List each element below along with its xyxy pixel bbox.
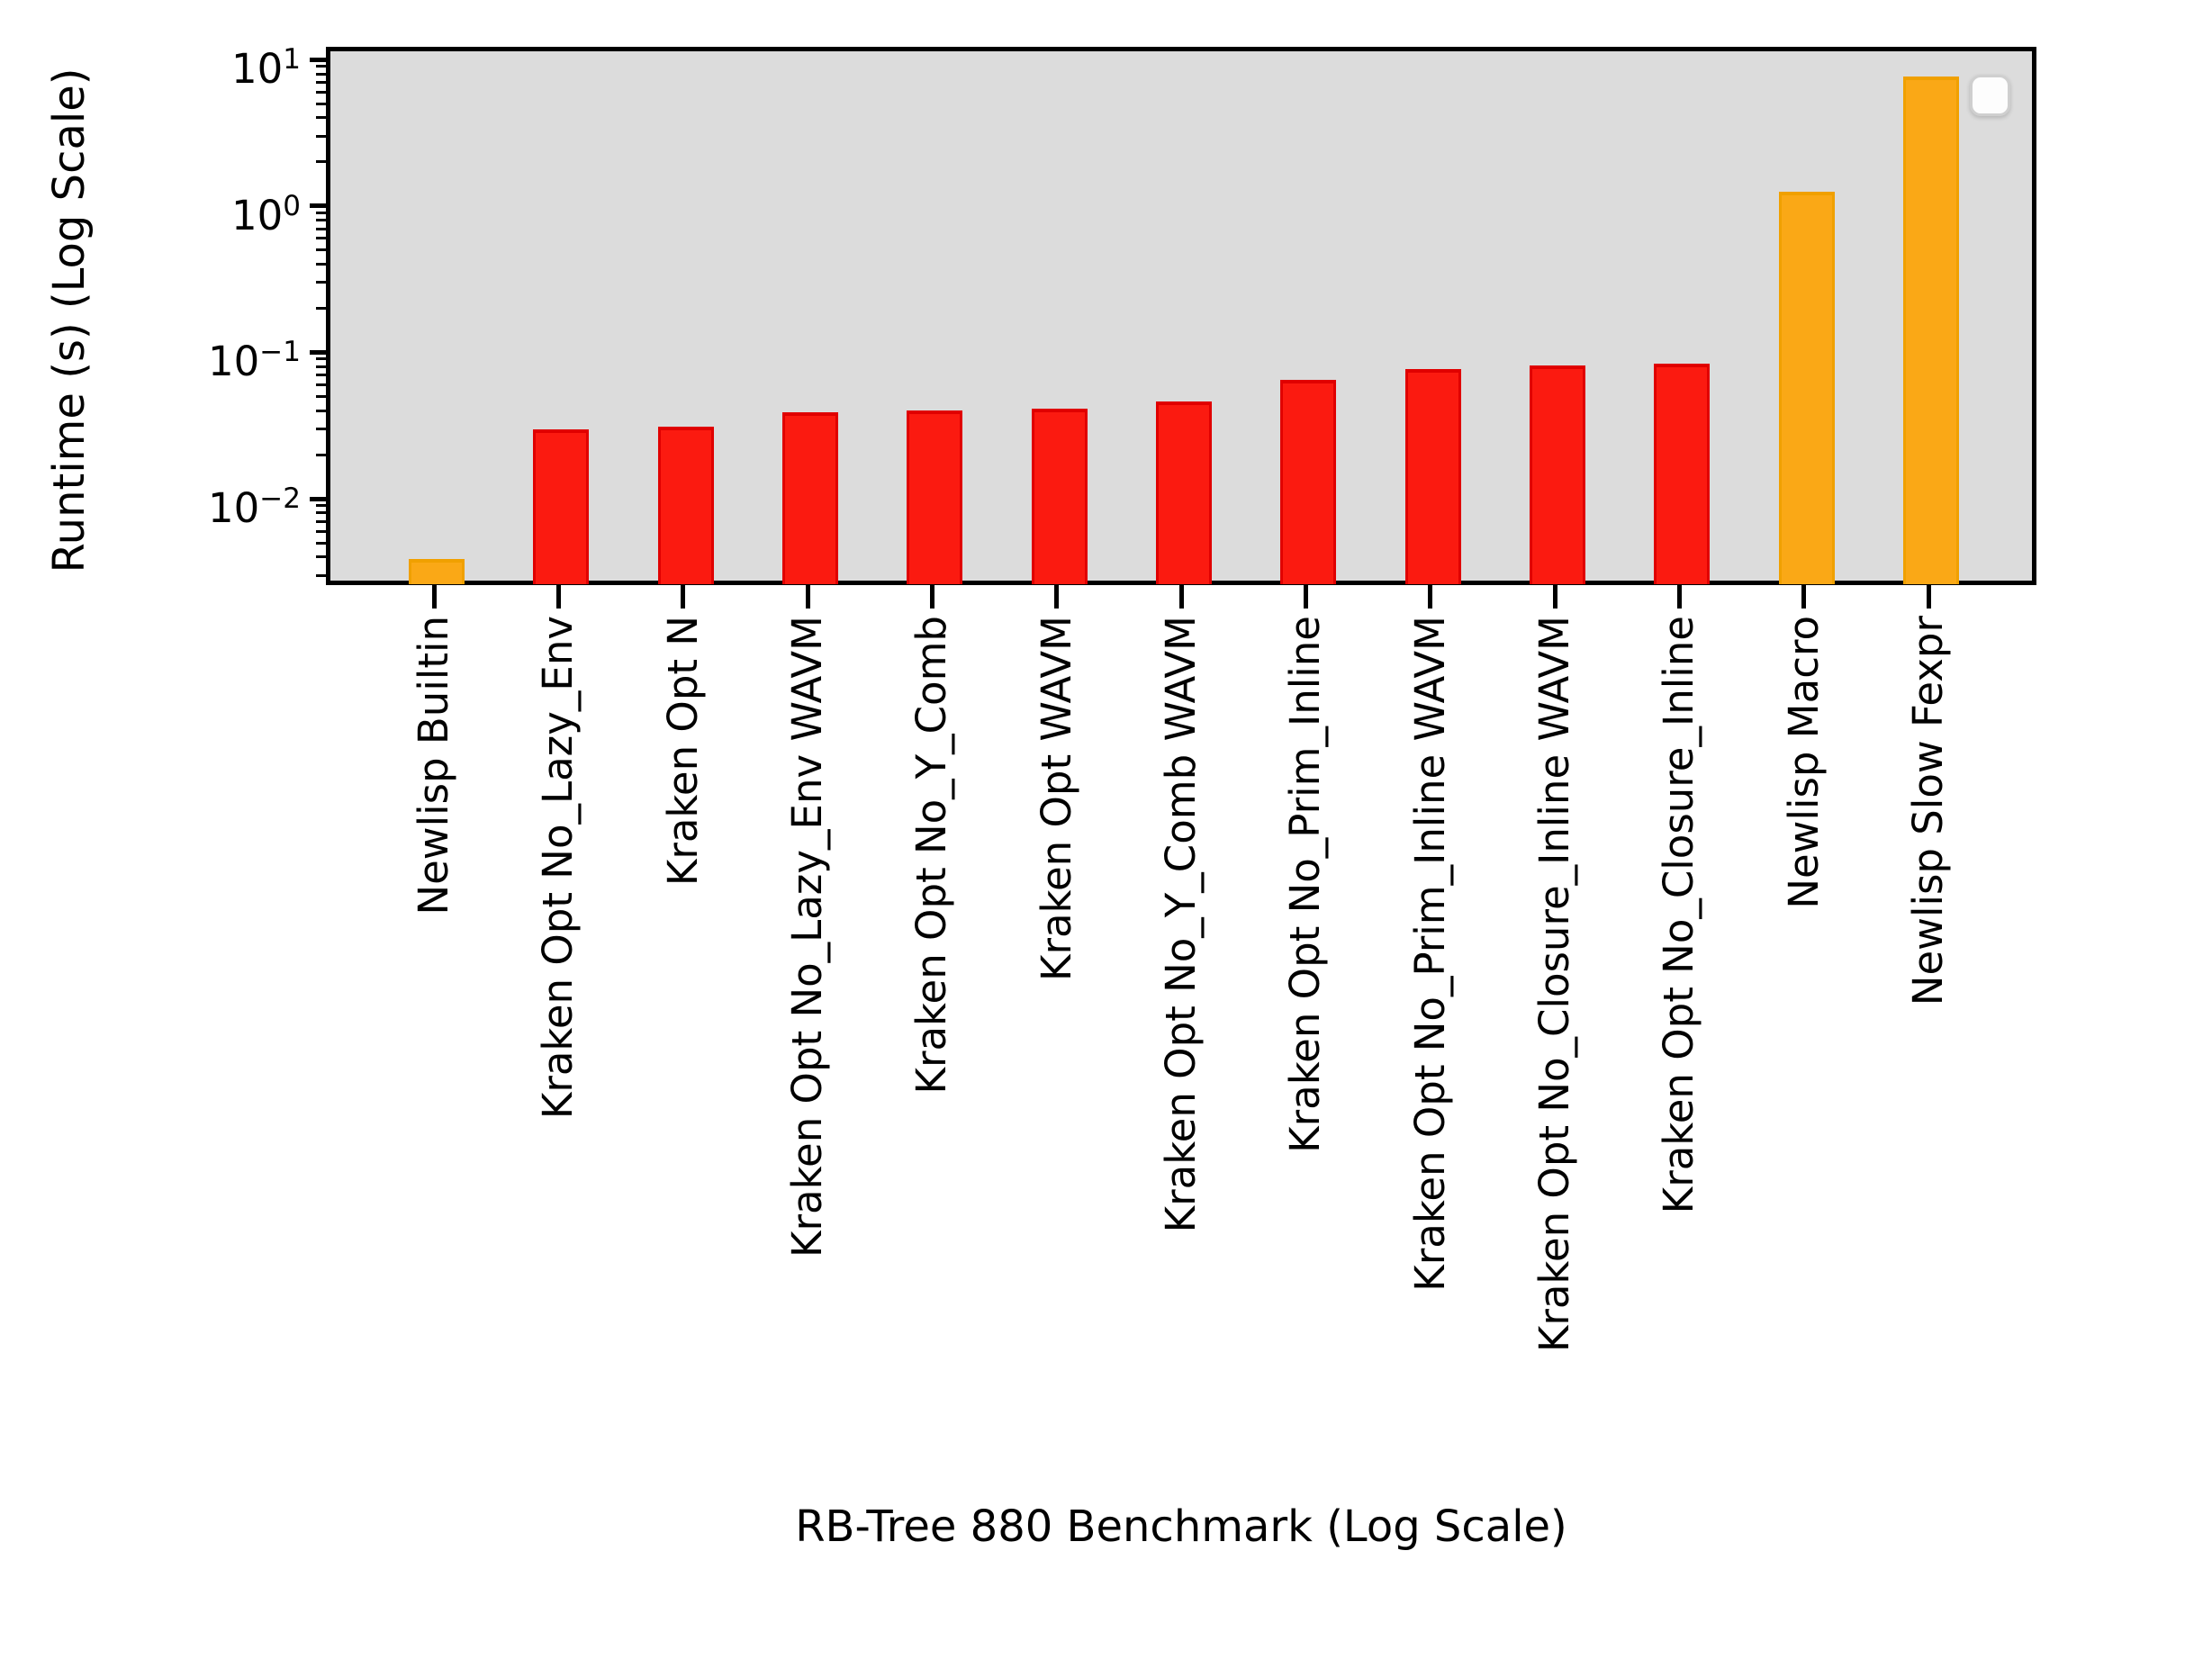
y-tick-label: 100 (231, 189, 301, 239)
x-tick (1054, 585, 1060, 609)
y-major-tick (310, 349, 326, 355)
y-minor-tick (316, 160, 326, 164)
y-minor-tick (316, 428, 326, 430)
y-minor-tick (316, 80, 326, 84)
bar (1778, 192, 1835, 584)
bar (907, 410, 963, 584)
bar (1530, 365, 1585, 584)
x-axis-label: RB-Tree 880 Benchmark (Log Scale) (795, 1501, 1567, 1552)
y-minor-tick (316, 409, 326, 412)
legend-box (1970, 75, 2010, 116)
x-tick (555, 585, 561, 609)
x-tick (1676, 585, 1682, 609)
y-minor-tick (316, 519, 326, 523)
y-minor-tick (316, 555, 326, 559)
x-tick-label: Newlisp Builtin (410, 616, 457, 915)
bar (1280, 379, 1337, 584)
bar (1903, 76, 1959, 584)
y-minor-tick (316, 394, 326, 398)
y-minor-tick (316, 211, 326, 214)
bar (1156, 401, 1212, 584)
y-minor-tick (316, 529, 326, 533)
y-minor-tick (316, 357, 326, 361)
y-minor-tick (316, 263, 326, 266)
y-minor-tick (316, 365, 326, 368)
y-minor-tick (316, 227, 326, 230)
x-tick-label: Kraken Opt No_Y_Comb (907, 616, 956, 1095)
x-tick (1552, 585, 1557, 609)
x-tick (1801, 585, 1807, 609)
x-tick (1178, 585, 1184, 609)
y-minor-tick (316, 453, 326, 456)
y-minor-tick (316, 72, 326, 76)
y-minor-tick (316, 102, 326, 105)
bar (782, 411, 838, 584)
x-tick (805, 585, 810, 609)
x-tick (1428, 585, 1433, 609)
plot-area (326, 47, 2036, 585)
x-tick-label: Kraken Opt No_Prim_Inline (1281, 616, 1330, 1153)
x-tick-label: Newlisp Macro (1779, 616, 1828, 909)
y-minor-tick (316, 504, 326, 508)
bar (657, 427, 714, 584)
y-minor-tick (316, 281, 326, 284)
x-tick-label: Kraken Opt No_Lazy_Env WAVM (783, 616, 831, 1258)
y-minor-tick (316, 383, 326, 387)
y-minor-tick (316, 65, 326, 68)
bar (1031, 409, 1088, 584)
y-tick-label: 101 (231, 43, 301, 94)
x-tick (431, 585, 437, 609)
bar (409, 558, 465, 584)
y-minor-tick (316, 374, 326, 377)
x-tick (929, 585, 934, 609)
y-minor-tick (316, 116, 326, 120)
x-tick-label: Kraken Opt N (658, 616, 707, 887)
x-tick-label: Newlisp Slow Fexpr (1904, 616, 1952, 1006)
x-tick-label: Kraken Opt No_Y_Comb WAVM (1157, 616, 1205, 1233)
y-minor-tick (316, 248, 326, 252)
y-minor-tick (316, 90, 326, 94)
y-minor-tick (316, 219, 326, 222)
x-tick-label: Kraken Opt No_Prim_Inline WAVM (1405, 616, 1454, 1292)
bar (533, 428, 590, 584)
y-major-tick (310, 496, 326, 501)
bar (1654, 363, 1711, 584)
y-tick-label: 10−2 (208, 482, 301, 533)
y-major-tick (310, 203, 326, 209)
y-minor-tick (316, 237, 326, 240)
x-tick-label: Kraken Opt No_Closure_Inline (1655, 616, 1703, 1214)
y-minor-tick (316, 573, 326, 577)
y-major-tick (310, 57, 326, 62)
y-minor-tick (316, 134, 326, 138)
x-tick (1303, 585, 1308, 609)
y-minor-tick (316, 541, 326, 545)
y-axis-label: Runtime (s) (Log Scale) (44, 68, 95, 573)
x-tick-label: Kraken Opt No_Lazy_Env (534, 616, 582, 1120)
x-tick (1926, 585, 1931, 609)
x-tick-label: Kraken Opt No_Closure_Inline WAVM (1530, 616, 1578, 1353)
x-tick-label: Kraken Opt WAVM (1032, 616, 1080, 982)
bar (1404, 368, 1461, 584)
x-tick (681, 585, 686, 609)
y-minor-tick (316, 511, 326, 515)
y-tick-label: 10−1 (208, 336, 301, 386)
y-minor-tick (316, 307, 326, 311)
